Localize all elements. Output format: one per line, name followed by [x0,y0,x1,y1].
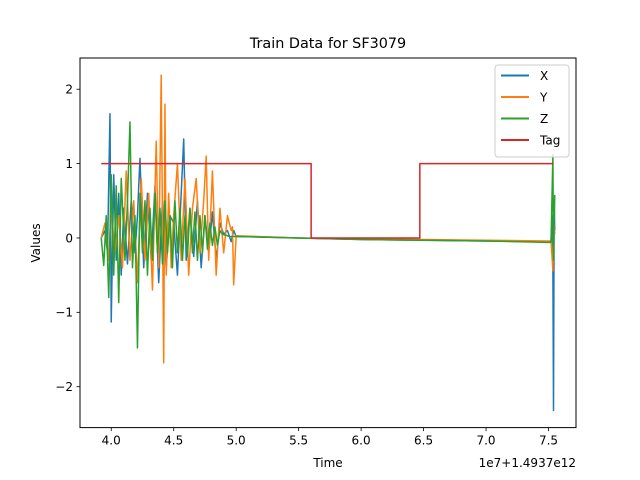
x-axis: 4.0 4.5 5.0 5.5 6.0 6.5 7.0 7.5 [102,427,558,448]
y-tick-label: 2 [65,83,73,97]
plot-area [100,74,556,412]
x-tick-label: 4.0 [102,434,121,448]
x-axis-offset-label: 1e7+1.4937e12 [479,456,576,470]
legend-label-x: X [540,69,548,83]
chart-title: Train Data for SF3079 [249,36,406,52]
series-line-z [100,121,556,349]
legend-label-y: Y [539,90,548,104]
y-tick-label: −1 [55,306,73,320]
series-line-tag [101,162,554,239]
x-tick-label: 5.0 [227,434,246,448]
x-tick-label: 7.0 [476,434,495,448]
y-axis-label: Values [29,223,43,262]
x-tick-label: 6.5 [414,434,433,448]
x-tick-label: 7.5 [539,434,558,448]
legend-box [494,64,570,158]
axes-frame [79,57,577,429]
y-tick-label: −2 [55,380,73,394]
y-tick-label: 0 [65,231,73,245]
y-tick-label: 1 [65,157,73,171]
x-tick-label: 4.5 [164,434,183,448]
x-tick-label: 5.5 [289,434,308,448]
y-axis: −2 −1 0 1 2 [55,83,80,394]
x-tick-label: 6.0 [352,434,371,448]
x-axis-label: Time [312,456,342,470]
legend-label-z: Z [540,112,548,126]
legend: XYZ Tag [494,64,570,158]
legend-label-tag: Tag [539,133,560,147]
